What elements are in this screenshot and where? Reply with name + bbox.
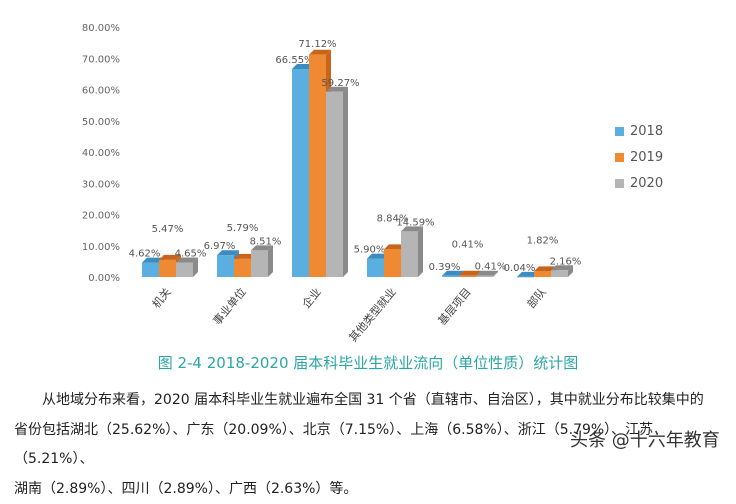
- data-label: 4.65%: [175, 248, 207, 259]
- bar-2019: [234, 259, 251, 277]
- legend-label: 2019: [630, 150, 663, 165]
- paragraph-line: 从地域分布来看，2020 届本科毕业生就业遍布全国 31 个省（直辖市、自治区）…: [14, 386, 729, 416]
- data-label: 59.27%: [321, 78, 359, 89]
- data-label: 4.62%: [129, 249, 161, 260]
- data-label: 14.59%: [396, 217, 434, 228]
- bar-side: [268, 245, 273, 277]
- y-tick-label: 60.00%: [82, 86, 120, 97]
- bar-2020: [176, 262, 193, 277]
- legend-label: 2020: [630, 176, 663, 191]
- data-label: 66.55%: [275, 55, 313, 66]
- data-label: 5.47%: [152, 224, 184, 235]
- legend-item-2020: 2020: [615, 170, 663, 196]
- bar-2019: [159, 260, 176, 277]
- data-label: 0.39%: [429, 262, 461, 273]
- x-tick-label: 机关: [149, 285, 174, 311]
- y-tick-label: 70.00%: [82, 54, 120, 65]
- legend-swatch: [615, 127, 624, 136]
- bar-2018: [292, 69, 309, 277]
- data-label: 0.41%: [452, 240, 484, 251]
- x-tick-label: 基层项目: [436, 286, 474, 328]
- x-tick-label: 企业: [299, 285, 324, 311]
- bar-2018: [217, 255, 234, 277]
- bar-2019: [459, 276, 476, 277]
- legend-swatch: [615, 153, 624, 162]
- legend: 2018 2019 2020: [615, 118, 663, 196]
- y-tick-label: 40.00%: [82, 148, 120, 159]
- watermark: 头条 @十六年教育: [570, 426, 720, 452]
- x-tick-label: 其他类型就业: [346, 285, 399, 345]
- data-label: 2.16%: [550, 256, 582, 267]
- bar-2020: [251, 250, 268, 277]
- bar-2018: [442, 276, 459, 277]
- y-tick-label: 30.00%: [82, 179, 120, 190]
- bar-2020: [551, 270, 568, 277]
- bar-2020: [326, 92, 343, 277]
- bar-2020: [401, 231, 418, 277]
- y-tick-label: 10.00%: [82, 242, 120, 253]
- bar-side: [343, 87, 348, 277]
- figure-caption: 图 2-4 2018-2020 届本科毕业生就业流向（单位性质）统计图: [0, 352, 736, 373]
- data-label: 71.12%: [298, 39, 336, 50]
- data-label: 1.82%: [527, 235, 559, 246]
- legend-label: 2018: [630, 124, 663, 139]
- bar-2018: [142, 263, 159, 277]
- bar-2018: [367, 259, 384, 277]
- data-label: 5.90%: [354, 245, 386, 256]
- data-label: 8.51%: [250, 236, 282, 247]
- y-tick-label: 20.00%: [82, 211, 120, 222]
- data-label: 0.41%: [475, 262, 507, 273]
- data-label: 5.79%: [227, 223, 259, 234]
- data-label: 0.04%: [504, 263, 536, 274]
- y-tick-label: 80.00%: [82, 23, 120, 34]
- legend-item-2018: 2018: [615, 118, 663, 144]
- y-tick-label: 0.00%: [88, 273, 120, 284]
- bar-2020: [476, 276, 493, 277]
- bar-side: [418, 226, 423, 277]
- legend-swatch: [615, 179, 624, 188]
- x-tick-label: 事业单位: [210, 285, 249, 328]
- bar-2019: [384, 249, 401, 277]
- data-label: 6.97%: [204, 241, 236, 252]
- x-tick-label: 部队: [524, 285, 549, 311]
- legend-item-2019: 2019: [615, 144, 663, 170]
- bar-2018: [517, 277, 534, 278]
- bar-2019: [534, 271, 551, 277]
- y-tick-label: 50.00%: [82, 117, 120, 128]
- paragraph-line: 湖南（2.89%）、四川（2.89%）、广西（2.63%）等。: [14, 475, 729, 504]
